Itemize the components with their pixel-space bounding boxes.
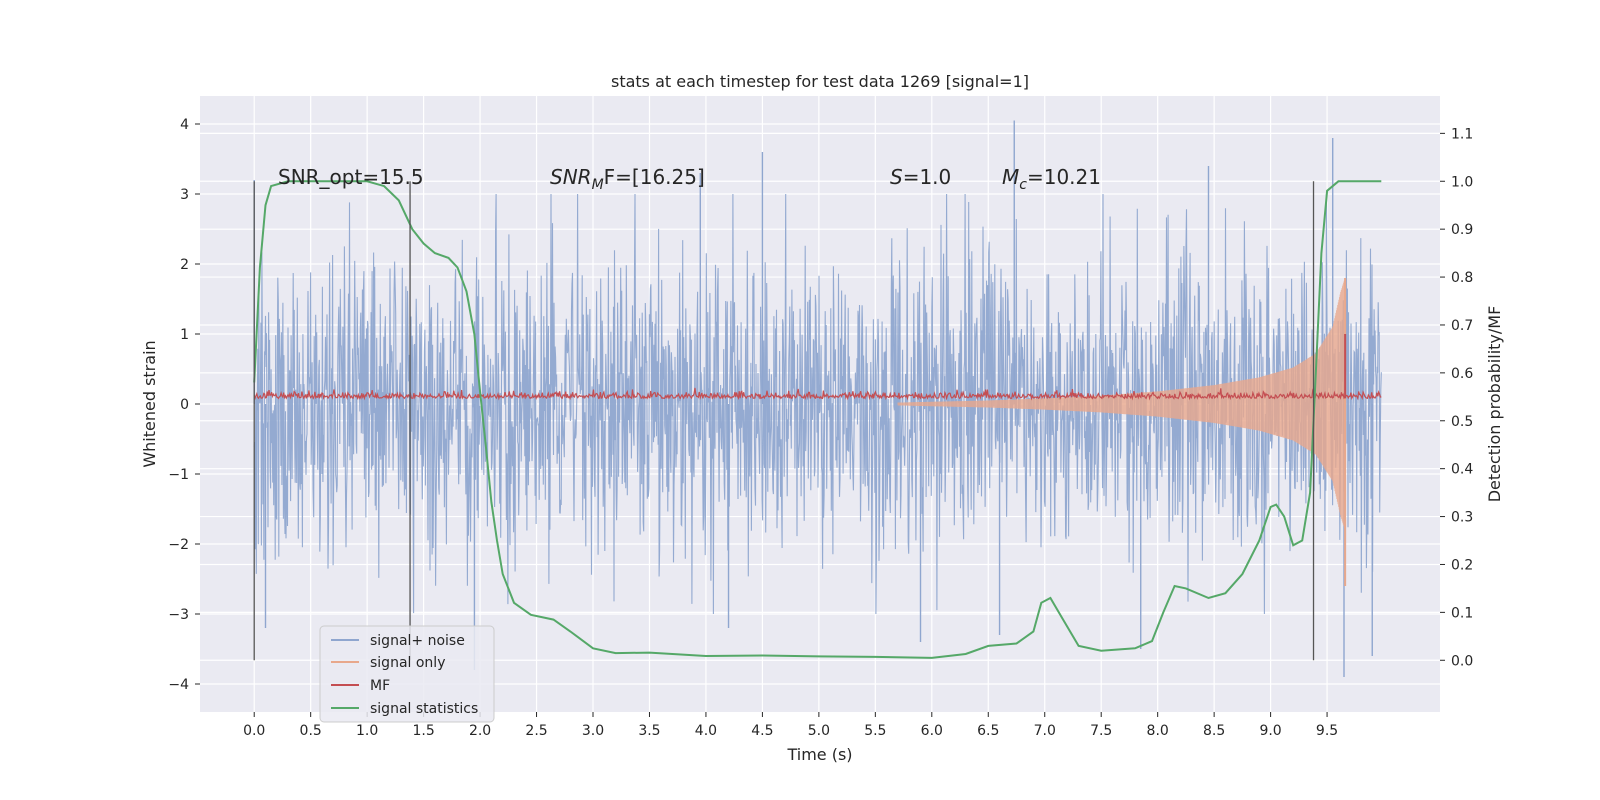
x-axis-ticks: 0.0 0.5 1.0 1.5 2.0 2.5 3.0 3.5 4.0 4.5 5.0 5.5 6.0 6… xyxy=(243,712,1338,739)
x-tick-label-15: 7.5 xyxy=(1090,723,1112,739)
y-tick-label-3: 1 xyxy=(180,327,189,343)
yr-tick-label-1: 1.0 xyxy=(1451,174,1473,190)
yr-tick-label-0: 1.1 xyxy=(1451,126,1473,142)
y-tick-label-4: 0 xyxy=(180,397,189,413)
x-tick-label-3: 1.5 xyxy=(412,723,434,739)
legend-label-signal-statistics: signal statistics xyxy=(370,701,478,717)
yr-tick-label-9: 0.2 xyxy=(1451,557,1473,573)
x-tick-label-13: 6.5 xyxy=(977,723,999,739)
x-tick-label-17: 8.5 xyxy=(1203,723,1225,739)
x-tick-label-18: 9.0 xyxy=(1259,723,1281,739)
yr-tick-label-3: 0.8 xyxy=(1451,270,1473,286)
x-tick-label-14: 7.0 xyxy=(1034,723,1056,739)
legend-box xyxy=(319,625,495,723)
annotation-s: S=1.0 xyxy=(890,165,951,189)
y-tick-label-2: 2 xyxy=(180,257,189,273)
yr-tick-label-4: 0.7 xyxy=(1451,318,1473,334)
yr-tick-label-5: 0.6 xyxy=(1451,366,1473,382)
y-axis-ticks: 4 3 2 1 0 −1 −2 −3 −4 xyxy=(168,117,200,693)
annotation-mc: Mc=10.21 xyxy=(1002,165,1101,193)
legend-label-signal-only: signal only xyxy=(370,655,445,671)
annotation-snr-mf-base: SNR xyxy=(550,165,592,189)
x-tick-label-2: 1.0 xyxy=(356,723,378,739)
y-right-axis-label: Detection probability/MF xyxy=(1485,306,1504,503)
x-tick-label-16: 8.0 xyxy=(1147,723,1169,739)
y-tick-label-5: −1 xyxy=(168,467,189,483)
x-tick-label-12: 6.0 xyxy=(921,723,943,739)
yr-tick-label-10: 0.1 xyxy=(1451,605,1473,621)
annotation-mc-var: M xyxy=(1002,165,1019,189)
annotation-s-rest: =1.0 xyxy=(903,165,952,189)
y-tick-label-6: −2 xyxy=(168,537,189,553)
x-tick-label-0: 0.0 xyxy=(243,723,265,739)
yr-tick-label-7: 0.4 xyxy=(1451,462,1473,478)
series-layer xyxy=(253,120,1382,677)
yr-tick-label-11: 0.0 xyxy=(1451,653,1473,669)
series-signal-noise xyxy=(253,193,1382,615)
x-tick-label-4: 2.0 xyxy=(469,723,491,739)
x-tick-label-9: 4.5 xyxy=(751,723,773,739)
legend-label-mf: MF xyxy=(370,678,390,694)
legend-label-signal-noise: signal+ noise xyxy=(370,633,465,649)
vertical-markers xyxy=(253,181,1315,661)
x-tick-label-1: 0.5 xyxy=(300,723,322,739)
y-tick-label-0: 4 xyxy=(180,117,189,133)
x-tick-label-10: 5.0 xyxy=(808,723,830,739)
x-tick-label-19: 9.5 xyxy=(1316,723,1338,739)
x-axis-label: Time (s) xyxy=(786,745,852,764)
annotation-s-var: S xyxy=(890,165,903,189)
chart-title: stats at each timestep for test data 126… xyxy=(611,72,1029,91)
y-tick-label-8: −4 xyxy=(168,677,189,693)
y-axis-label: Whitened strain xyxy=(140,340,159,467)
annotation-snr-mf-rest: F=[16.25] xyxy=(604,165,705,189)
y-right-axis-ticks: 1.1 1.0 0.9 0.8 0.7 0.6 0.5 0.4 0.3 0.2 0.1 0.0 xyxy=(1440,126,1473,669)
x-tick-label-11: 5.5 xyxy=(864,723,886,739)
yr-tick-label-6: 0.5 xyxy=(1451,414,1473,430)
annotation-snr-mf-sub: M xyxy=(592,177,604,193)
annotation-snr-mf: SNRMF=[16.25] xyxy=(550,165,705,193)
yr-tick-label-2: 0.9 xyxy=(1451,222,1473,238)
series-mf xyxy=(253,387,1382,401)
legend: signal+ noise signal only MF signal stat… xyxy=(319,625,495,723)
yr-tick-label-8: 0.3 xyxy=(1451,510,1473,526)
y-tick-label-7: −3 xyxy=(168,607,189,623)
x-tick-label-7: 3.5 xyxy=(638,723,660,739)
x-tick-label-8: 4.0 xyxy=(695,723,717,739)
x-tick-label-5: 2.5 xyxy=(525,723,547,739)
series-signal-only xyxy=(897,278,1346,531)
annotation-mc-sub: c xyxy=(1019,177,1027,193)
annotation-snr-opt: SNR_opt=15.5 xyxy=(278,165,424,189)
x-tick-label-6: 3.0 xyxy=(582,723,604,739)
y-tick-label-1: 3 xyxy=(180,187,189,203)
series-signal-statistics xyxy=(253,180,1382,659)
annotation-mc-rest: =10.21 xyxy=(1027,165,1101,189)
